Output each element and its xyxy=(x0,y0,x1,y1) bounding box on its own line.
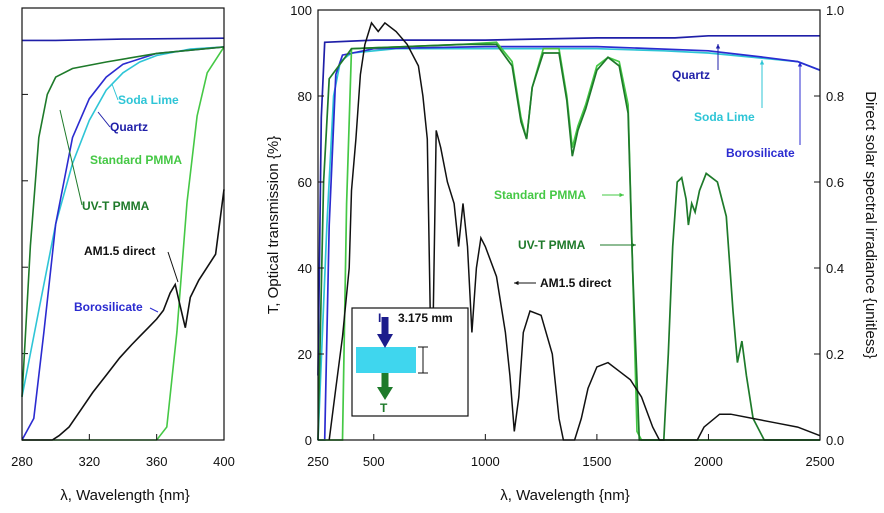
main-x-tick-label: 500 xyxy=(363,454,385,469)
main-y-tick-label: 100 xyxy=(290,3,312,18)
left-anno-borosilicate: Borosilicate xyxy=(74,300,143,314)
main-series-quartz xyxy=(317,34,820,376)
main-anno-soda-lime: Soda Lime xyxy=(694,110,755,124)
main-series-borosilicate xyxy=(318,45,821,441)
left-panel-x-tick-label: 280 xyxy=(11,454,33,469)
left-panel-series xyxy=(21,37,225,441)
main-y-tick-label: 40 xyxy=(298,261,312,276)
incident-arrow-icon xyxy=(377,334,393,348)
main-panel-right-y-axis-label: Direct solar spectral irradiance {unitle… xyxy=(862,91,879,359)
main-leader-arrowhead-icon xyxy=(514,280,519,286)
main-right-y-tick-label: 0.6 xyxy=(826,175,844,190)
left-series-soda-lime xyxy=(21,46,225,397)
main-right-y-tick-label: 0.4 xyxy=(826,261,844,276)
main-panel-x-axis-label: λ, Wavelength {nm} xyxy=(500,487,630,504)
main-right-y-tick-label: 0.0 xyxy=(826,433,844,448)
main-panel-y-axis-label: T, Optical transmission {%} xyxy=(265,136,282,314)
main-right-y-tick-label: 0.8 xyxy=(826,89,844,104)
incident-label: I xyxy=(378,311,381,325)
left-series-am1-5-direct xyxy=(22,189,225,441)
left-series-quartz xyxy=(22,37,225,42)
left-anno-am1-5-direct: AM1.5 direct xyxy=(84,244,155,258)
main-right-y-tick-label: 0.2 xyxy=(826,347,844,362)
main-panel-x-ticks: 250 500 1000 1500 2000 2500 xyxy=(307,434,834,469)
main-leader-arrowhead-icon xyxy=(797,62,803,67)
main-x-tick-label: 2500 xyxy=(806,454,835,469)
left-anno-soda-lime: Soda Lime xyxy=(118,93,179,107)
main-y-tick-label: 80 xyxy=(298,89,312,104)
sample-slab xyxy=(356,347,416,373)
left-anno-quartz: Quartz xyxy=(110,120,148,134)
main-panel-frame xyxy=(317,9,821,441)
main-series-am1-5-direct xyxy=(328,21,821,441)
left-panel-x-axis-label: λ, Wavelength {nm} xyxy=(60,487,190,504)
main-leader-arrowhead-icon xyxy=(715,44,721,49)
main-panel-series xyxy=(317,21,821,441)
left-panel-annotations: Soda Lime Quartz Standard PMMA UV-T PMMA AM1… xyxy=(59,83,182,314)
main-y-tick-label: 0 xyxy=(305,433,312,448)
left-panel-x-tick-label: 360 xyxy=(146,454,168,469)
main-panel-annotations: Quartz Soda Lime Borosilicate Standard PMMA… xyxy=(494,44,803,290)
left-anno-uv-t-pmma: UV-T PMMA xyxy=(82,199,150,213)
left-panel: 280 320 360 400 Soda Lime Quartz Standard PMM… xyxy=(11,7,235,504)
main-right-y-tick-label: 1.0 xyxy=(826,3,844,18)
main-anno-standard-pmma: Standard PMMA xyxy=(494,188,586,202)
main-leader-arrowhead-icon xyxy=(759,60,765,65)
main-anno-borosilicate: Borosilicate xyxy=(726,146,795,160)
main-leader-arrowhead-icon xyxy=(619,192,624,198)
main-anno-uv-t-pmma: UV-T PMMA xyxy=(518,238,586,252)
transmitted-label: T xyxy=(380,401,388,415)
main-x-tick-label: 1500 xyxy=(582,454,611,469)
main-y-tick-label: 60 xyxy=(298,175,312,190)
main-series-soda-lime xyxy=(317,47,821,441)
left-leader-soda-lime xyxy=(111,83,119,101)
main-leader-arrowhead-icon xyxy=(631,242,636,248)
left-panel-x-tick-label: 320 xyxy=(78,454,100,469)
main-panel-right-y-ticks: 0.0 0.2 0.4 0.6 0.8 1.0 xyxy=(814,3,844,448)
thickness-label: 3.175 mm xyxy=(398,311,453,325)
sample-diagram-inset: 3.175 mm I T xyxy=(351,307,469,417)
left-leader-quartz xyxy=(97,111,111,128)
left-panel-x-ticks: 280 320 360 400 xyxy=(11,434,235,469)
main-x-tick-label: 1000 xyxy=(471,454,500,469)
left-series-standard-pmma xyxy=(22,46,225,441)
left-series-borosilicate xyxy=(21,46,225,441)
main-panel-y-ticks: 0 20 40 60 80 100 xyxy=(290,3,324,448)
main-y-tick-label: 20 xyxy=(298,347,312,362)
left-leader-borosilicate xyxy=(149,307,159,313)
main-x-tick-label: 250 xyxy=(307,454,329,469)
left-leader-am15 xyxy=(167,251,179,283)
left-panel-x-tick-label: 400 xyxy=(213,454,235,469)
main-anno-am1-5-direct: AM1.5 direct xyxy=(540,276,611,290)
left-panel-frame xyxy=(21,7,225,441)
left-leader-uvt-pmma xyxy=(59,109,83,206)
transmitted-arrow-icon xyxy=(377,387,393,400)
main-x-tick-label: 2000 xyxy=(694,454,723,469)
main-series-uv-t-pmma xyxy=(317,43,820,441)
left-series-uv-t-pmma xyxy=(21,46,225,397)
main-anno-quartz: Quartz xyxy=(672,68,710,82)
left-anno-standard-pmma: Standard PMMA xyxy=(90,153,182,167)
